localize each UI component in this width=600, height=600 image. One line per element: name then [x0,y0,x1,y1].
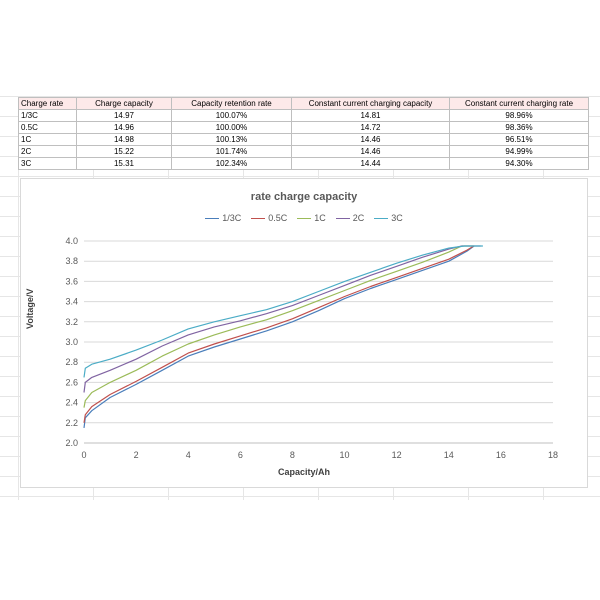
table-cell[interactable]: 102.34% [171,157,292,170]
table-cell[interactable]: 14.46 [291,145,450,158]
y-axis-title: Voltage/V [25,288,35,329]
table-cell[interactable]: 14.46 [291,133,450,146]
legend-item: 0.5C [251,213,287,223]
legend-swatch [297,217,312,220]
table-header-cell[interactable]: Constant current charging capacity [291,97,450,110]
table-header-cell[interactable]: Charge capacity [76,97,172,110]
legend-item: 3C [374,213,403,223]
legend-item: 1C [297,213,326,223]
x-tick-label: 14 [444,450,454,460]
y-tick-label: 3.2 [65,317,78,327]
top-margin [0,0,600,96]
x-tick-label: 2 [134,450,139,460]
table-row: 3C 15.31 102.34% 14.44 94.30% [18,157,589,170]
x-axis-title: Capacity/Ah [277,467,330,477]
chart-area[interactable]: rate charge capacity 1/3C 0.5C 1C 2C 3C 2.0 2… [20,178,588,488]
table-cell[interactable]: 98.36% [449,121,589,134]
x-tick-label: 10 [340,450,350,460]
y-tick-label: 2.8 [65,357,78,367]
legend-label: 1/3C [222,213,242,223]
x-tick-label: 18 [548,450,558,460]
x-tick-label: 0 [81,450,86,460]
x-tick-label: 4 [186,450,191,460]
table-cell[interactable]: 14.97 [76,109,172,122]
series-line-1-3C [83,245,475,428]
table-cell[interactable]: 100.00% [171,121,292,134]
legend-label: 2C [352,213,365,223]
table-cell[interactable]: 14.81 [291,109,450,122]
legend-item: 2C [335,213,365,223]
plot-svg: 2.0 2.2 2.4 2.6 2.8 3.0 3.2 3.4 3.6 3.8 4.0 0 2 4 6 8 10… [65,236,558,460]
table-row: 1C 14.98 100.13% 14.46 96.51% [18,133,589,146]
rate-table: Charge rate Charge capacity Capacity ret… [18,97,589,170]
x-tick-label: 16 [496,450,506,460]
table-cell[interactable]: 1/3C [18,109,77,122]
table-cell[interactable]: 15.31 [76,157,172,170]
chart-legend: 1/3C 0.5C 1C 2C 3C [21,213,587,223]
table-cell[interactable]: 94.30% [449,157,589,170]
table-cell[interactable]: 98.96% [449,109,589,122]
y-tick-label: 2.4 [65,398,78,408]
table-cell[interactable]: 0.5C [18,121,77,134]
table-row: 1/3C 14.97 100.07% 14.81 98.96% [18,109,589,122]
legend-label: 0.5C [268,213,288,223]
table-cell[interactable]: 14.98 [76,133,172,146]
y-tick-label: 2.6 [65,377,78,387]
legend-swatch [335,217,350,220]
table-cell[interactable]: 14.72 [291,121,450,134]
legend-swatch [374,217,389,220]
table-cell[interactable]: 3C [18,157,77,170]
y-tick-label: 2.2 [65,418,78,428]
legend-label: 1C [314,213,326,223]
bottom-margin [0,500,600,600]
table-cell[interactable]: 2C [18,145,77,158]
y-tick-label: 3.0 [65,337,78,347]
table-row: 2C 15.22 101.74% 14.46 94.99% [18,145,589,158]
y-tick-label: 2.0 [65,438,78,448]
table-header-cell[interactable]: Charge rate [18,97,77,110]
legend-item: 1/3C [205,213,241,223]
table-cell[interactable]: 94.99% [449,145,589,158]
series-line-3C [83,245,483,378]
table-header-cell[interactable]: Constant current charging rate [449,97,589,110]
table-cell[interactable]: 14.44 [291,157,450,170]
y-tick-label: 3.4 [65,297,78,307]
legend-label: 3C [391,213,403,223]
series-line-1C [83,245,475,408]
y-tick-label: 3.6 [65,276,78,286]
table-cell[interactable]: 100.13% [171,133,292,146]
table-cell[interactable]: 1C [18,133,77,146]
series-line-2C [83,245,481,393]
x-tick-label: 12 [392,450,402,460]
table-cell[interactable]: 100.07% [171,109,292,122]
series-line-0.5C [83,245,475,423]
table-cell[interactable]: 14.96 [76,121,172,134]
y-tick-label: 4.0 [65,236,78,246]
table-header-cell[interactable]: Capacity retention rate [171,97,292,110]
y-tick-label: 3.8 [65,256,78,266]
x-tick-label: 8 [290,450,295,460]
legend-swatch [205,217,220,220]
table-cell[interactable]: 96.51% [449,133,589,146]
chart-title: rate charge capacity [250,191,358,203]
table-cell[interactable]: 101.74% [171,145,292,158]
table-cell[interactable]: 15.22 [76,145,172,158]
table-row: 0.5C 14.96 100.00% 14.72 98.36% [18,121,589,134]
legend-swatch [251,217,266,220]
table-header-row: Charge rate Charge capacity Capacity ret… [18,97,589,110]
x-tick-label: 6 [238,450,243,460]
